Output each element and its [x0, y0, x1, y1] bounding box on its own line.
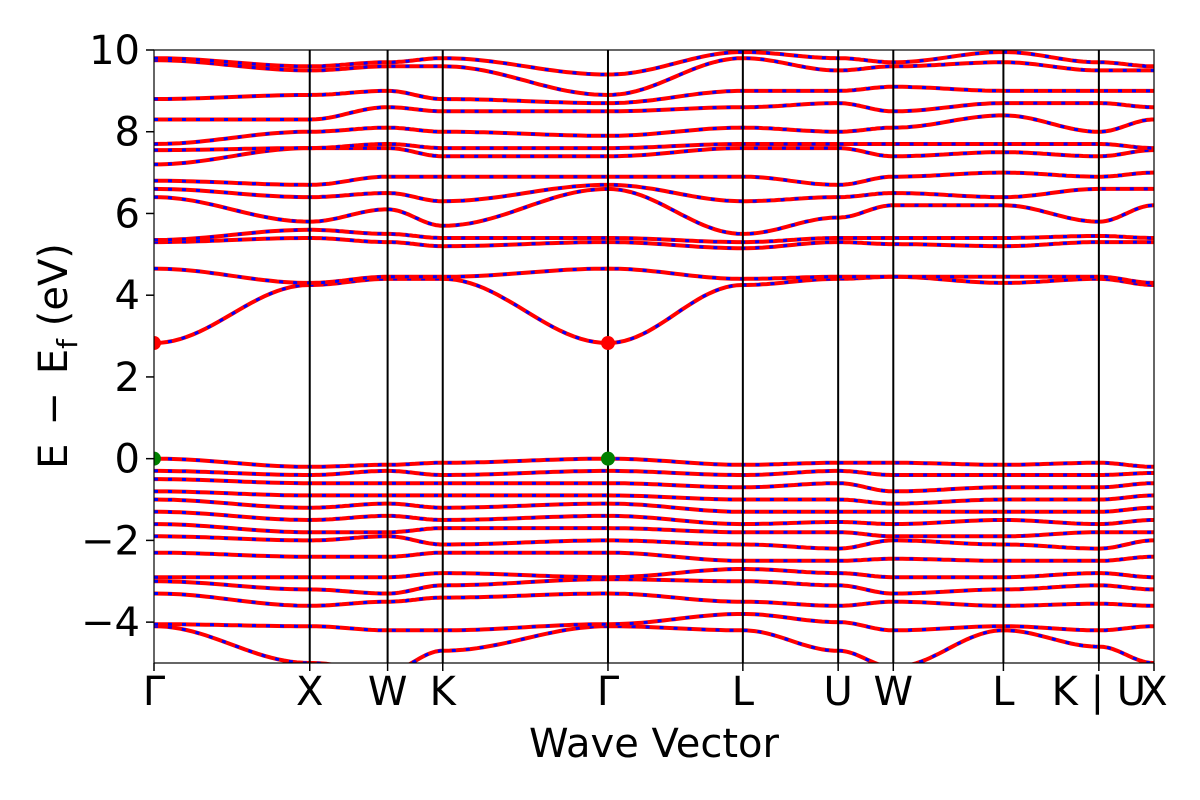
- plot-frame: [153, 49, 1155, 664]
- y-tick-label: 2: [115, 355, 140, 401]
- x-tick-label: U: [824, 669, 853, 715]
- x-tick-label: L: [992, 669, 1015, 715]
- y-axis-ticks: −4 −2 0 2 4 6 8 10: [81, 28, 154, 646]
- y-axis-label: E − Ef (eV): [31, 243, 84, 469]
- y-tick-label: 10: [89, 28, 140, 74]
- x-axis-label: Wave Vector: [529, 721, 780, 767]
- y-axis-label-ef-subscript: f: [51, 338, 84, 349]
- y-axis-label-unit: (eV): [31, 243, 77, 339]
- x-tick-label: Γ: [597, 669, 620, 715]
- x-tick-label: L: [732, 669, 755, 715]
- y-tick-label: −2: [81, 518, 140, 564]
- x-tick-label: W: [874, 669, 914, 715]
- band-edge-markers: [154, 336, 615, 466]
- cbm-marker: [600, 336, 615, 351]
- band-19-dashed: [154, 183, 1154, 203]
- x-tick-label: W: [368, 669, 408, 715]
- vbm-marker: [154, 451, 161, 466]
- band-18-dashed: [154, 187, 1154, 236]
- x-tick-label: K | U: [1052, 669, 1146, 715]
- y-axis-label-minus: −: [31, 392, 77, 426]
- y-tick-label: −4: [81, 600, 140, 646]
- y-tick-label: 6: [115, 191, 140, 237]
- x-tick-label: Γ: [143, 669, 166, 715]
- y-axis-label-e: E: [31, 444, 77, 469]
- x-tick-label: K: [430, 669, 458, 715]
- x-tick-label: X: [1140, 669, 1167, 715]
- y-tick-label: 0: [115, 437, 140, 483]
- y-tick-label: 8: [115, 110, 140, 156]
- vbm-marker: [600, 451, 615, 466]
- y-tick-label: 4: [115, 273, 140, 319]
- kpoint-lines: [308, 50, 1100, 663]
- y-axis-label-ef: E: [31, 349, 77, 374]
- x-tick-label: X: [296, 669, 323, 715]
- cbm-marker: [154, 336, 161, 351]
